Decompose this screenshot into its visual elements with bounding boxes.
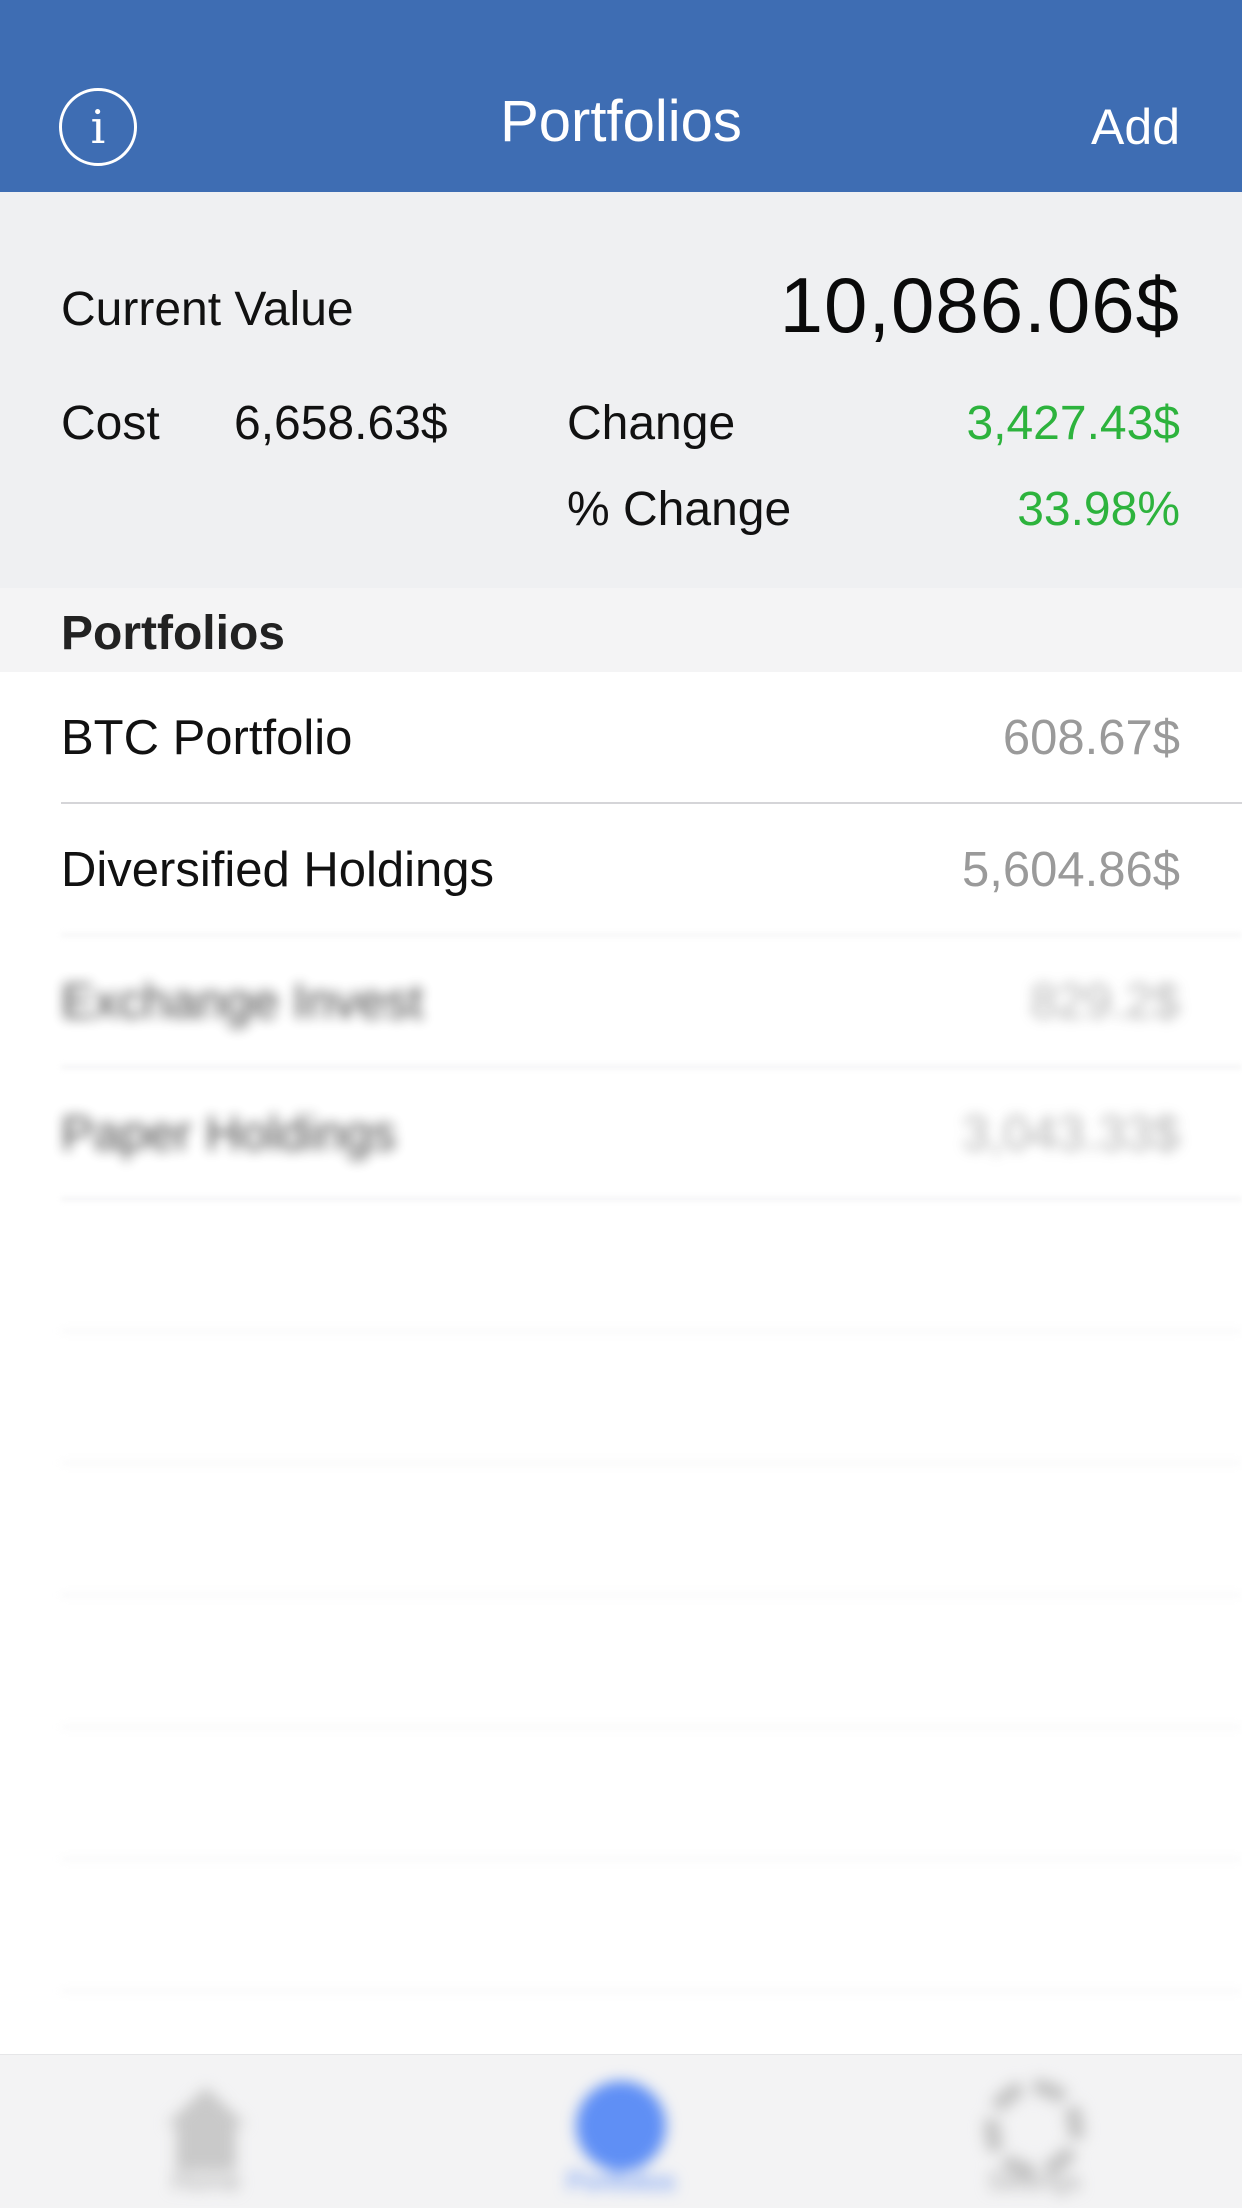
current-value: 10,086.06$ xyxy=(779,261,1180,349)
empty-row xyxy=(0,1860,1242,1992)
portfolio-value: 5,604.86$ xyxy=(962,843,1180,897)
current-value-label: Current Value xyxy=(61,283,354,336)
cost-label: Cost xyxy=(61,397,160,450)
tab-portfolios[interactable]: Portfolios xyxy=(521,2073,721,2203)
row-divider xyxy=(61,1858,1242,1860)
empty-row xyxy=(0,1596,1242,1728)
empty-row xyxy=(0,1464,1242,1596)
pie-chart-icon xyxy=(576,2081,666,2171)
portfolio-summary: Current Value 10,086.06$ Cost 6,658.63$ … xyxy=(0,192,1242,588)
row-divider xyxy=(61,1726,1242,1728)
add-button[interactable]: Add xyxy=(1091,99,1180,155)
empty-row xyxy=(0,1200,1242,1332)
portfolio-name: Diversified Holdings xyxy=(61,843,495,897)
row-divider xyxy=(61,1066,1242,1068)
row-divider xyxy=(61,1990,1242,1992)
portfolio-value: 829.2$ xyxy=(1030,975,1180,1029)
portfolio-value: 608.67$ xyxy=(1002,711,1180,765)
cost-value: 6,658.63$ xyxy=(234,397,448,450)
tab-bar: Home Portfolios Settings xyxy=(0,2054,1242,2208)
portfolio-value: 3,043.33$ xyxy=(962,1107,1180,1161)
info-icon[interactable]: i xyxy=(59,88,137,166)
percent-change-label: % Change xyxy=(567,483,792,536)
tab-label: Home xyxy=(171,2166,241,2196)
list-item[interactable]: Exchange Invest 829.2$ xyxy=(0,936,1242,1068)
row-divider xyxy=(61,1594,1242,1596)
change-label: Change xyxy=(567,397,736,450)
tab-label: Settings xyxy=(987,2166,1081,2196)
tab-label: Portfolios xyxy=(566,2166,676,2196)
info-glyph: i xyxy=(90,100,106,154)
empty-row xyxy=(0,1332,1242,1464)
page-title: Portfolios xyxy=(500,89,742,154)
gear-icon xyxy=(984,2079,1084,2179)
portfolio-list: BTC Portfolio 608.67$ Diversified Holdin… xyxy=(0,672,1242,1992)
list-item[interactable]: Paper Holdings 3,043.33$ xyxy=(0,1068,1242,1200)
list-item[interactable]: Diversified Holdings 5,604.86$ xyxy=(0,804,1242,936)
home-icon xyxy=(161,2087,251,2171)
portfolio-name: BTC Portfolio xyxy=(61,711,353,765)
change-value: 3,427.43$ xyxy=(966,397,1180,450)
empty-row xyxy=(0,1728,1242,1860)
section-header: Portfolios xyxy=(0,588,1242,672)
percent-change-value: 33.98% xyxy=(1017,483,1180,536)
navigation-bar: i Portfolios Add xyxy=(0,0,1242,192)
section-title: Portfolios xyxy=(61,607,285,660)
tab-home[interactable]: Home xyxy=(106,2073,306,2203)
row-divider xyxy=(61,934,1242,936)
row-divider xyxy=(61,802,1242,804)
row-divider xyxy=(61,1462,1242,1464)
portfolio-name: Paper Holdings xyxy=(61,1107,397,1161)
row-divider xyxy=(61,1330,1242,1332)
list-item[interactable]: BTC Portfolio 608.67$ xyxy=(0,672,1242,804)
row-divider xyxy=(61,1198,1242,1200)
tab-settings[interactable]: Settings xyxy=(934,2073,1134,2203)
portfolio-name: Exchange Invest xyxy=(61,975,424,1029)
